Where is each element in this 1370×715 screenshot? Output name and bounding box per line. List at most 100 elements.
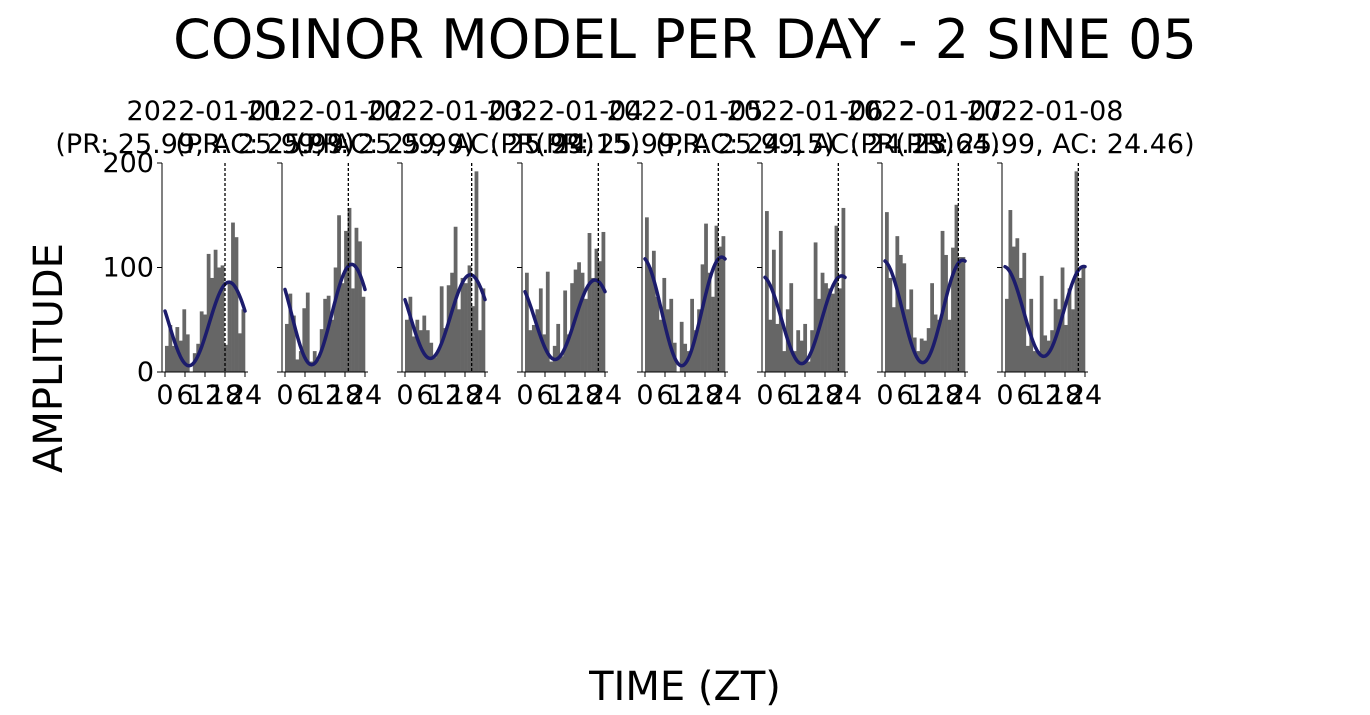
- activity-bar: [210, 277, 214, 372]
- activity-bar: [481, 288, 486, 372]
- activity-bar: [888, 277, 893, 372]
- activity-bar: [326, 295, 331, 372]
- activity-bar: [295, 359, 300, 372]
- activity-bar: [203, 314, 208, 372]
- activity-bar: [658, 319, 663, 372]
- activity-bar: [1018, 277, 1023, 372]
- x-tick-label: 24: [708, 380, 742, 411]
- activity-bar: [224, 344, 228, 372]
- activity-bar: [405, 319, 409, 372]
- activity-bar: [415, 319, 420, 372]
- activity-bar: [824, 283, 828, 372]
- activity-bar: [951, 247, 955, 372]
- panel-stats-label: (PR: 25.99, AC: 25.99): [295, 129, 594, 160]
- activity-bar: [474, 171, 479, 372]
- x-tick-label: 18: [808, 380, 842, 411]
- x-tick-label: 24: [468, 380, 502, 411]
- activity-bar: [340, 283, 345, 372]
- activity-bar: [831, 293, 835, 373]
- activity-bar: [450, 272, 454, 372]
- activity-bar: [549, 361, 554, 372]
- activity-bar: [838, 288, 842, 372]
- y-tick-label: 100: [102, 253, 154, 284]
- panel-date-label: 2022-01-02: [247, 96, 404, 127]
- x-tick-label: 6: [536, 380, 553, 411]
- x-tick-label: 6: [1016, 380, 1033, 411]
- activity-bar: [923, 340, 928, 372]
- activity-bar: [909, 289, 914, 372]
- x-tick-label: 6: [416, 380, 433, 411]
- activity-bar: [580, 272, 585, 372]
- panel-date-label: 2022-01-08: [967, 96, 1124, 127]
- activity-bar: [1015, 238, 1020, 372]
- cosinor-fit-curve: [763, 274, 847, 366]
- activity-bar: [803, 323, 808, 372]
- x-tick-label: 24: [948, 380, 982, 411]
- x-tick-label: 24: [348, 380, 382, 411]
- activity-bar: [789, 283, 794, 372]
- x-tick-label: 12: [428, 380, 462, 411]
- activity-bar: [721, 236, 726, 372]
- panel-date-label: 2022-01-03: [367, 96, 524, 127]
- x-tick-label: 18: [568, 380, 602, 411]
- activity-bar: [947, 319, 952, 372]
- activity-bar: [171, 345, 176, 373]
- x-tick-label: 12: [548, 380, 582, 411]
- activity-bar: [591, 277, 595, 372]
- activity-bar: [885, 212, 889, 372]
- x-tick-label: 24: [1068, 380, 1102, 411]
- activity-bar: [422, 315, 427, 372]
- activity-bar: [669, 298, 674, 372]
- x-tick-label: 0: [636, 380, 653, 411]
- activity-bar: [601, 231, 606, 372]
- panel-date-label: 2022-01-07: [847, 96, 1004, 127]
- x-tick-label: 6: [656, 380, 673, 411]
- activity-bar: [841, 207, 846, 372]
- activity-bar: [679, 321, 684, 372]
- activity-bar: [796, 330, 801, 372]
- panel-date-label: 2022-01-01: [127, 96, 284, 127]
- panel-stats-label: (PR: 23.64): [850, 129, 1000, 160]
- x-tick-label: 0: [756, 380, 773, 411]
- activity-bar: [1064, 324, 1068, 372]
- activity-bar: [1043, 335, 1048, 372]
- x-tick-label: 6: [776, 380, 793, 411]
- activity-bar: [206, 253, 211, 372]
- activity-bar: [213, 249, 218, 372]
- activity-bar: [919, 338, 924, 372]
- x-tick-label: 12: [908, 380, 942, 411]
- activity-bar: [1081, 267, 1086, 372]
- x-tick-label: 0: [396, 380, 413, 411]
- activity-bar: [358, 241, 362, 373]
- activity-bar: [1025, 345, 1030, 373]
- activity-bar: [792, 351, 797, 372]
- activity-bar: [446, 285, 451, 372]
- x-tick-label: 18: [928, 380, 962, 411]
- activity-bar: [288, 293, 293, 373]
- activity-bar: [411, 336, 416, 372]
- activity-bar: [291, 315, 296, 372]
- activity-bar: [298, 351, 303, 372]
- activity-bar: [645, 217, 649, 372]
- activity-bar: [930, 283, 934, 372]
- activity-bar: [478, 330, 482, 372]
- activity-bar: [1005, 298, 1009, 372]
- cosinor-fit-curve: [163, 280, 247, 368]
- activity-bar: [587, 233, 592, 372]
- activity-bar: [182, 309, 187, 372]
- activity-bar: [1036, 351, 1041, 372]
- cosinor-fit-curve: [283, 262, 367, 367]
- activity-bar: [895, 236, 900, 372]
- activity-bar: [425, 330, 430, 372]
- activity-bar: [683, 343, 688, 372]
- x-tick-label: 6: [176, 380, 193, 411]
- activity-bar: [775, 323, 780, 372]
- panel-stats-label: (PR: 25.99, AC: 25.99): [55, 129, 354, 160]
- activity-bar: [563, 290, 568, 372]
- activity-bar: [598, 261, 602, 372]
